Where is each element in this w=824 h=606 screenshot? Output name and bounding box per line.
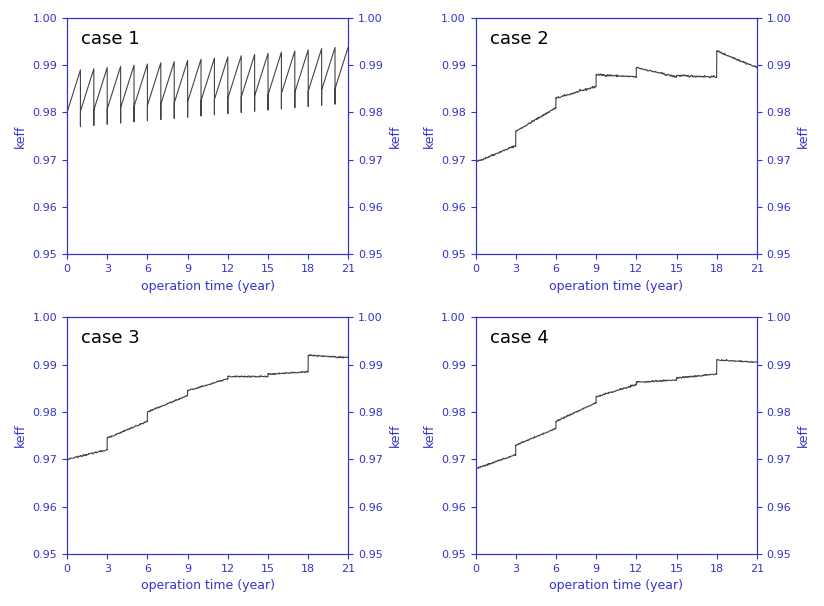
Text: case 3: case 3	[81, 329, 140, 347]
X-axis label: operation time (year): operation time (year)	[550, 279, 683, 293]
Y-axis label: keff: keff	[14, 424, 27, 447]
Y-axis label: keff: keff	[14, 124, 27, 148]
Text: case 4: case 4	[489, 329, 549, 347]
Y-axis label: keff: keff	[423, 124, 435, 148]
Y-axis label: keff: keff	[797, 424, 810, 447]
Text: case 2: case 2	[489, 30, 549, 48]
Y-axis label: keff: keff	[423, 424, 435, 447]
Y-axis label: keff: keff	[389, 124, 401, 148]
X-axis label: operation time (year): operation time (year)	[141, 279, 274, 293]
Y-axis label: keff: keff	[797, 124, 810, 148]
X-axis label: operation time (year): operation time (year)	[550, 579, 683, 592]
Text: case 1: case 1	[81, 30, 140, 48]
Y-axis label: keff: keff	[389, 424, 401, 447]
X-axis label: operation time (year): operation time (year)	[141, 579, 274, 592]
